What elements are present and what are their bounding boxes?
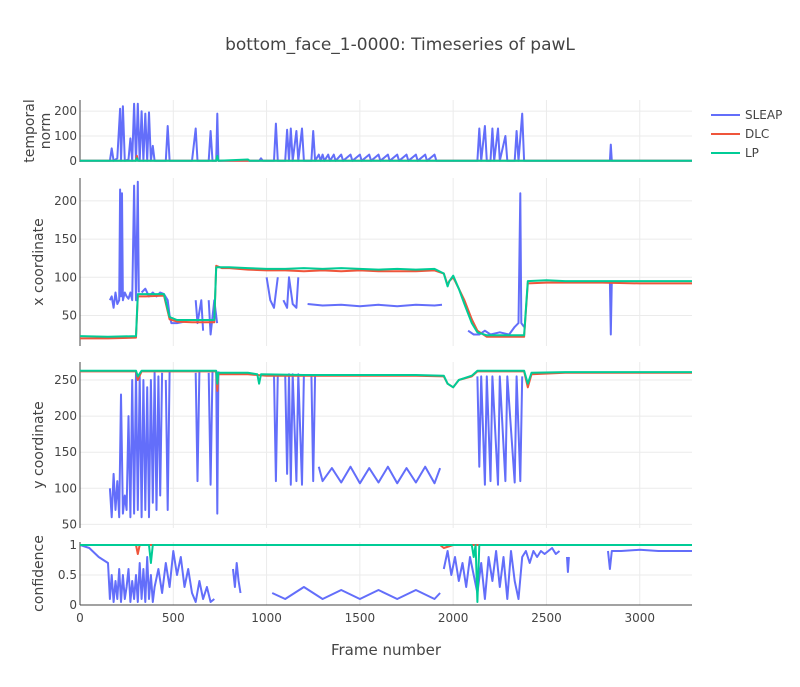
series-line <box>566 556 570 573</box>
series-lp-confidence <box>80 544 692 603</box>
series-line <box>80 369 692 389</box>
series-line <box>307 303 443 308</box>
series-line <box>317 465 442 485</box>
legend-label: DLC <box>745 127 769 141</box>
y-tick-label: 200 <box>54 194 77 208</box>
y-tick-label: 100 <box>54 481 77 495</box>
series-line <box>284 373 305 486</box>
series-line <box>80 544 692 603</box>
x-tick-label: 0 <box>76 611 84 625</box>
series-line <box>80 544 692 555</box>
y-tick-label: 150 <box>54 445 77 459</box>
y-tick-label: 0 <box>69 598 77 612</box>
series-dlc-confidence <box>80 544 692 555</box>
series-line <box>476 375 524 486</box>
x-tick-label: 1500 <box>345 611 376 625</box>
legend[interactable]: SLEAP DLC LP <box>711 108 782 160</box>
series-dlc-x-coordinate <box>80 264 692 340</box>
series-sleap-y-coordinate <box>108 371 524 519</box>
series-line <box>310 374 317 483</box>
panel-confidence: 0 0.5 1 confidence <box>31 535 692 612</box>
series-line <box>207 371 214 486</box>
panel-y-coordinate: 50 100 150 200 250 y coordinate <box>31 362 692 531</box>
series-line <box>80 102 692 162</box>
y-tick-label: 200 <box>54 409 77 423</box>
series-line <box>80 154 692 162</box>
panel-x-coordinate: 50 100 150 200 x coordinate <box>31 178 692 346</box>
series-line <box>607 548 692 570</box>
legend-label: SLEAP <box>745 108 782 122</box>
y-tick-label: 100 <box>54 270 77 284</box>
y-tick-label: 150 <box>54 232 77 246</box>
series-line <box>271 586 441 600</box>
series-line <box>80 266 692 338</box>
series-line <box>608 281 613 336</box>
y-axis-label: x coordinate <box>31 218 47 305</box>
y-axis-label: temporalnorm <box>22 99 54 162</box>
x-tick-label: 2500 <box>531 611 562 625</box>
legend-item-lp[interactable]: LP <box>711 146 759 160</box>
legend-item-sleap[interactable]: SLEAP <box>711 108 782 122</box>
series-line <box>232 562 242 594</box>
series-line <box>194 299 205 331</box>
x-tick-label: 3000 <box>624 611 655 625</box>
y-tick-label: 200 <box>54 104 77 118</box>
series-line <box>108 180 140 309</box>
x-tick-label: 2000 <box>438 611 469 625</box>
chart-title: bottom_face_1-0000: Timeseries of pawL <box>225 35 575 55</box>
x-tick-label: 1000 <box>251 611 282 625</box>
series-sleap-x-coordinate <box>108 180 613 336</box>
y-tick-label: 0.5 <box>58 568 77 582</box>
x-tick-label: 500 <box>162 611 185 625</box>
series-line <box>265 277 279 309</box>
series-lp-y-coordinate <box>80 369 692 389</box>
y-tick-label: 50 <box>62 517 77 531</box>
y-axis-label: confidence <box>31 535 47 612</box>
series-lp-x-coordinate <box>80 266 692 338</box>
y-tick-label: 50 <box>62 308 77 322</box>
y-axis-label-line: confidence <box>31 535 47 612</box>
series-sleap-temporal-norm <box>80 102 692 162</box>
y-tick-label: 0 <box>69 154 77 168</box>
series-line <box>467 192 525 336</box>
y-tick-label: 250 <box>54 373 77 387</box>
series-line <box>108 371 164 519</box>
series-line <box>194 371 201 483</box>
series-line <box>164 371 171 511</box>
series-line <box>80 264 692 340</box>
series-line <box>80 544 215 603</box>
y-axis-label-line: x coordinate <box>31 218 47 305</box>
series-line <box>442 547 561 600</box>
y-tick-label: 100 <box>54 129 77 143</box>
series-sleap-confidence <box>80 544 692 603</box>
series-line <box>215 371 220 515</box>
series-lp-temporal-norm <box>80 154 692 162</box>
series-line <box>207 299 219 336</box>
legend-label: LP <box>745 146 759 160</box>
legend-item-dlc[interactable]: DLC <box>711 127 769 141</box>
x-axis: 0 500 1000 1500 2000 2500 3000 <box>76 611 655 625</box>
y-axis-label-line: norm <box>38 113 54 150</box>
x-axis-label: Frame number <box>331 641 442 659</box>
series-line <box>282 276 300 309</box>
y-tick-label: 1 <box>69 538 77 552</box>
y-axis-label-line: temporal <box>22 99 38 162</box>
y-axis-label: y coordinate <box>31 401 47 488</box>
series-line <box>273 374 279 483</box>
y-axis-label-line: y coordinate <box>31 401 47 488</box>
